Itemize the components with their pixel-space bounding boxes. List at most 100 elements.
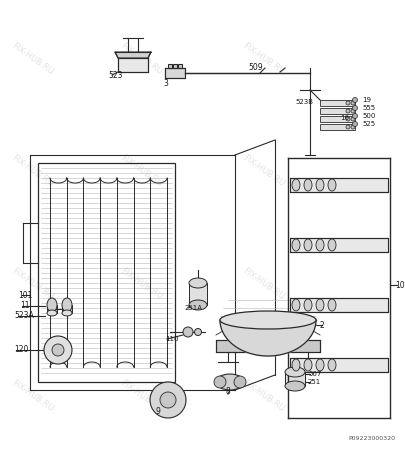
Text: FIX-HUB.RU: FIX-HUB.RU	[241, 153, 286, 189]
Bar	[62, 305, 72, 313]
Ellipse shape	[292, 359, 300, 371]
Circle shape	[352, 98, 358, 103]
Circle shape	[346, 117, 350, 121]
Bar	[285, 372, 305, 386]
Text: 523: 523	[108, 71, 122, 80]
Circle shape	[346, 101, 350, 105]
Text: FIX-HUB.RU: FIX-HUB.RU	[10, 153, 55, 189]
Text: 16: 16	[340, 115, 349, 121]
Text: 567: 567	[308, 371, 322, 377]
Ellipse shape	[220, 311, 316, 329]
Polygon shape	[290, 358, 388, 372]
Text: FIX-HUB.RU: FIX-HUB.RU	[119, 266, 164, 301]
Text: FIX-HUB.RU: FIX-HUB.RU	[10, 266, 55, 301]
Ellipse shape	[292, 299, 300, 311]
Text: 8: 8	[225, 387, 230, 396]
Circle shape	[52, 344, 64, 356]
Ellipse shape	[189, 300, 207, 310]
Text: FIX-HUB.RU: FIX-HUB.RU	[10, 41, 55, 76]
Text: FIX-HUB.RU: FIX-HUB.RU	[241, 266, 286, 301]
Ellipse shape	[316, 359, 324, 371]
Text: 2: 2	[320, 320, 325, 329]
Text: 251: 251	[308, 379, 321, 385]
Polygon shape	[165, 68, 185, 78]
Ellipse shape	[304, 359, 312, 371]
Ellipse shape	[189, 278, 207, 288]
Text: 101: 101	[18, 291, 32, 300]
Text: 102: 102	[395, 280, 405, 289]
Circle shape	[346, 109, 350, 113]
Text: 3: 3	[163, 78, 168, 87]
Polygon shape	[290, 238, 388, 252]
Ellipse shape	[216, 374, 244, 390]
Text: 509: 509	[248, 63, 262, 72]
Polygon shape	[118, 58, 148, 72]
Polygon shape	[115, 52, 151, 58]
Ellipse shape	[328, 179, 336, 191]
Polygon shape	[320, 108, 355, 114]
Circle shape	[183, 327, 193, 337]
Text: 523B: 523B	[295, 99, 313, 105]
Polygon shape	[320, 100, 355, 106]
Bar	[38, 163, 175, 382]
Text: FIX-HUB.RU: FIX-HUB.RU	[241, 41, 286, 76]
Ellipse shape	[304, 239, 312, 251]
Circle shape	[234, 376, 246, 388]
Ellipse shape	[292, 239, 300, 251]
Bar	[173, 64, 177, 68]
Text: P09223000320: P09223000320	[348, 436, 395, 441]
Ellipse shape	[292, 179, 300, 191]
Ellipse shape	[304, 299, 312, 311]
Ellipse shape	[47, 310, 57, 316]
Circle shape	[194, 328, 202, 336]
Ellipse shape	[328, 299, 336, 311]
Circle shape	[352, 105, 358, 111]
Circle shape	[214, 376, 226, 388]
Ellipse shape	[285, 367, 305, 377]
Bar	[47, 305, 57, 313]
Text: FIX-HUB.RU: FIX-HUB.RU	[10, 378, 55, 414]
Text: 523A: 523A	[14, 311, 34, 320]
Bar	[178, 64, 182, 68]
Circle shape	[352, 113, 358, 118]
Polygon shape	[290, 178, 388, 192]
Text: 525: 525	[362, 121, 375, 127]
Ellipse shape	[285, 381, 305, 391]
Ellipse shape	[316, 179, 324, 191]
Ellipse shape	[304, 179, 312, 191]
Circle shape	[351, 109, 355, 113]
Polygon shape	[320, 116, 355, 122]
Text: 555: 555	[362, 105, 375, 111]
Text: 251A: 251A	[185, 305, 203, 311]
Polygon shape	[216, 340, 320, 352]
Circle shape	[346, 125, 350, 129]
Circle shape	[44, 336, 72, 364]
Circle shape	[351, 117, 355, 121]
Polygon shape	[320, 124, 355, 130]
Text: 9: 9	[155, 408, 160, 417]
Text: FIX-HUB.RU: FIX-HUB.RU	[119, 41, 164, 76]
Text: 120: 120	[14, 346, 28, 355]
Circle shape	[150, 382, 186, 418]
Circle shape	[351, 101, 355, 105]
Polygon shape	[220, 320, 316, 356]
Text: 110: 110	[165, 336, 179, 342]
Ellipse shape	[62, 310, 72, 316]
Ellipse shape	[316, 239, 324, 251]
Text: 19: 19	[362, 97, 371, 103]
Ellipse shape	[328, 239, 336, 251]
Ellipse shape	[316, 299, 324, 311]
Circle shape	[351, 125, 355, 129]
Circle shape	[160, 392, 176, 408]
Ellipse shape	[328, 359, 336, 371]
Ellipse shape	[62, 298, 72, 312]
Ellipse shape	[47, 298, 57, 312]
Text: FIX-HUB.RU: FIX-HUB.RU	[119, 153, 164, 189]
Text: 500: 500	[362, 113, 375, 119]
Text: FIX-HUB.RU: FIX-HUB.RU	[119, 378, 164, 414]
Text: FIX-HUB.RU: FIX-HUB.RU	[241, 378, 286, 414]
Polygon shape	[290, 298, 388, 312]
Bar	[168, 64, 172, 68]
Circle shape	[352, 122, 358, 126]
Bar	[189, 283, 207, 305]
